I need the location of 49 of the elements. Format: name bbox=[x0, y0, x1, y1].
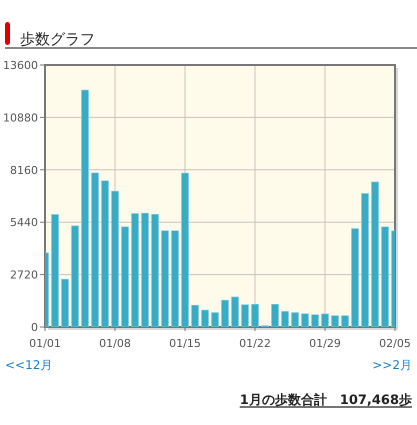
bar bbox=[101, 180, 109, 327]
y-tick-label: 10880 bbox=[3, 111, 38, 124]
bar bbox=[251, 304, 259, 327]
y-tick-label: 5440 bbox=[10, 216, 38, 230]
bar bbox=[151, 214, 159, 327]
x-tick-label: 01/22 bbox=[239, 337, 271, 350]
bar bbox=[61, 278, 69, 327]
bar bbox=[301, 313, 309, 327]
x-tick-label: 01/29 bbox=[309, 337, 341, 350]
bar bbox=[51, 214, 59, 327]
bar bbox=[131, 213, 139, 327]
bar bbox=[321, 314, 329, 327]
bar bbox=[341, 315, 349, 327]
bar bbox=[121, 226, 129, 327]
x-tick-label: 01/08 bbox=[99, 337, 131, 350]
bar bbox=[81, 90, 89, 327]
chart-title: 歩数グラフ bbox=[20, 30, 95, 48]
x-tick-label: 01/01 bbox=[29, 337, 61, 350]
bar bbox=[311, 314, 319, 327]
bar bbox=[291, 312, 299, 327]
bar bbox=[111, 190, 119, 327]
bar bbox=[231, 296, 239, 327]
bar bbox=[331, 315, 339, 327]
x-tick-label: 02/05 bbox=[379, 337, 411, 350]
y-tick-label: 2720 bbox=[10, 268, 38, 282]
bar bbox=[221, 300, 229, 327]
bar bbox=[351, 228, 359, 327]
bar bbox=[381, 226, 389, 327]
bar bbox=[371, 182, 379, 327]
bar bbox=[71, 226, 79, 327]
text: >>2月 bbox=[372, 358, 412, 372]
bar bbox=[241, 304, 249, 327]
bar bbox=[141, 212, 149, 327]
bar bbox=[201, 310, 209, 327]
y-tick-label: 0 bbox=[31, 321, 38, 334]
bar bbox=[181, 172, 189, 327]
bar bbox=[281, 311, 289, 327]
text: 1月の歩数合計 107,468歩 bbox=[240, 392, 412, 408]
text: <<12月 bbox=[5, 358, 52, 372]
bar bbox=[361, 193, 369, 327]
bar bbox=[171, 230, 179, 327]
bar bbox=[271, 304, 279, 327]
y-tick-label: 13600 bbox=[3, 59, 38, 72]
bar bbox=[211, 312, 219, 327]
x-tick-label: 01/15 bbox=[169, 337, 201, 350]
bar bbox=[91, 172, 99, 327]
bar bbox=[191, 304, 199, 327]
y-tick-label: 8160 bbox=[10, 164, 38, 177]
bar bbox=[161, 230, 169, 327]
